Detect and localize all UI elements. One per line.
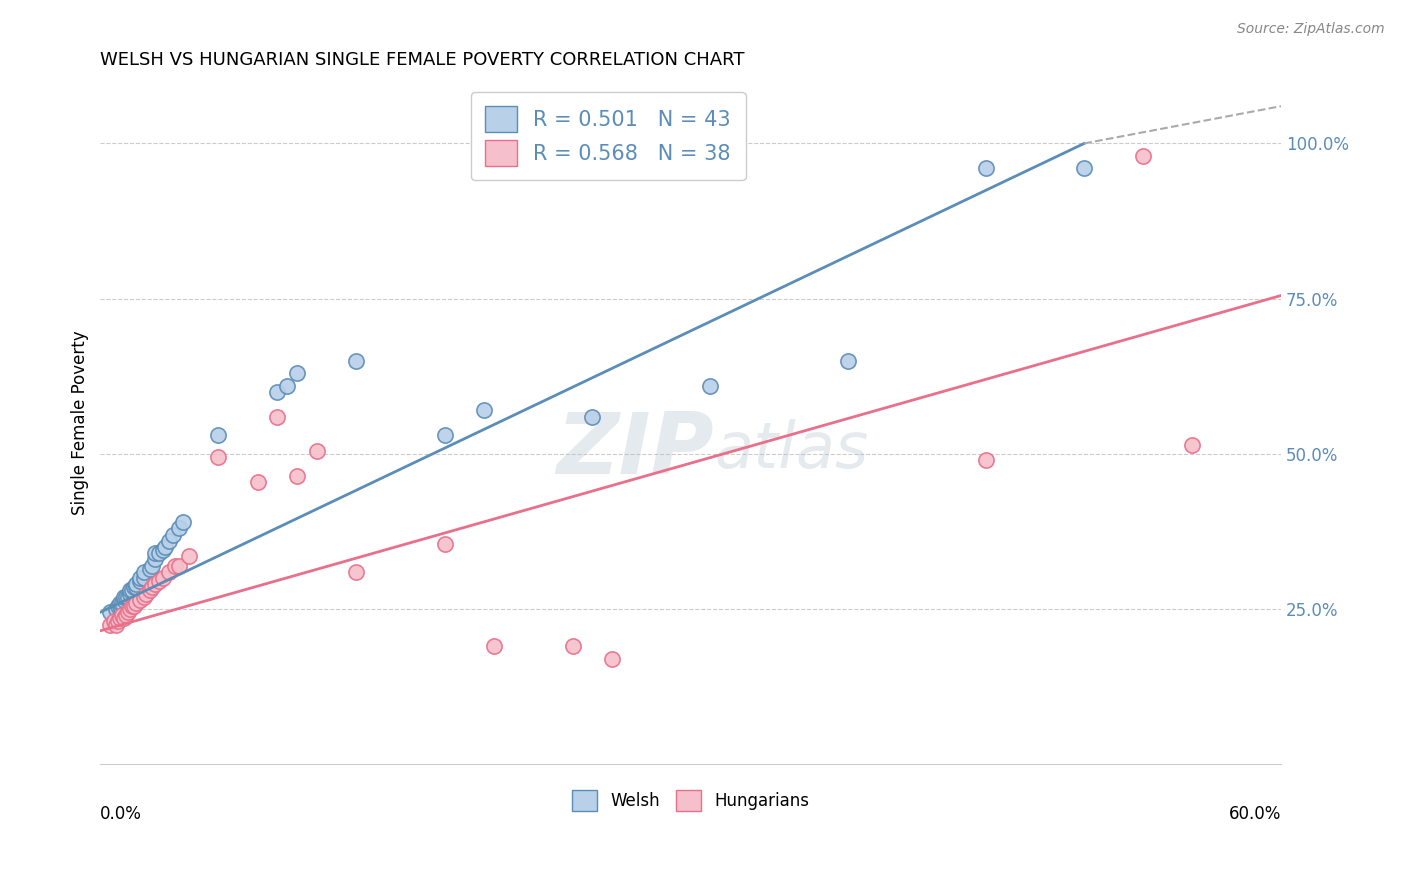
Point bbox=[98, 605, 121, 619]
Point bbox=[118, 586, 141, 600]
Point bbox=[285, 468, 308, 483]
Point bbox=[107, 615, 129, 629]
Point bbox=[482, 640, 505, 654]
Point bbox=[152, 571, 174, 585]
Point bbox=[128, 571, 150, 585]
Text: 60.0%: 60.0% bbox=[1229, 805, 1281, 823]
Point bbox=[433, 537, 456, 551]
Point bbox=[138, 562, 160, 576]
Point bbox=[105, 617, 128, 632]
Point bbox=[118, 583, 141, 598]
Point bbox=[246, 475, 269, 489]
Point bbox=[165, 558, 187, 573]
Point bbox=[128, 592, 150, 607]
Legend: Welsh, Hungarians: Welsh, Hungarians bbox=[565, 784, 817, 817]
Point bbox=[974, 453, 997, 467]
Point bbox=[285, 366, 308, 380]
Text: WELSH VS HUNGARIAN SINGLE FEMALE POVERTY CORRELATION CHART: WELSH VS HUNGARIAN SINGLE FEMALE POVERTY… bbox=[100, 51, 745, 69]
Point bbox=[111, 596, 134, 610]
Point bbox=[125, 580, 148, 594]
Point bbox=[1181, 437, 1204, 451]
Point bbox=[207, 428, 229, 442]
Point bbox=[148, 574, 170, 588]
Point bbox=[125, 596, 148, 610]
Point bbox=[155, 540, 177, 554]
Point bbox=[266, 409, 288, 424]
Point bbox=[699, 378, 721, 392]
Point bbox=[125, 577, 148, 591]
Point bbox=[305, 443, 328, 458]
Y-axis label: Single Female Poverty: Single Female Poverty bbox=[72, 331, 89, 515]
Point bbox=[141, 580, 163, 594]
Point bbox=[207, 450, 229, 464]
Point bbox=[145, 546, 167, 560]
Point bbox=[115, 590, 138, 604]
Point bbox=[138, 583, 160, 598]
Point bbox=[1132, 149, 1154, 163]
Point bbox=[118, 602, 141, 616]
Point bbox=[115, 608, 138, 623]
Point bbox=[111, 608, 134, 623]
Point bbox=[145, 577, 167, 591]
Point bbox=[344, 565, 367, 579]
Point bbox=[148, 546, 170, 560]
Point bbox=[974, 161, 997, 176]
Point bbox=[105, 602, 128, 616]
Point bbox=[121, 599, 143, 613]
Text: ZIP: ZIP bbox=[557, 409, 714, 491]
Point bbox=[561, 640, 583, 654]
Point bbox=[112, 611, 135, 625]
Point bbox=[581, 409, 603, 424]
Point bbox=[107, 599, 129, 613]
Point bbox=[132, 565, 155, 579]
Point bbox=[108, 599, 131, 613]
Point bbox=[177, 549, 200, 564]
Point bbox=[112, 592, 135, 607]
Point bbox=[157, 533, 180, 548]
Point bbox=[433, 428, 456, 442]
Point bbox=[122, 580, 145, 594]
Point bbox=[162, 527, 184, 541]
Point bbox=[167, 558, 190, 573]
Point bbox=[152, 543, 174, 558]
Point bbox=[172, 515, 194, 529]
Point bbox=[837, 353, 859, 368]
Point bbox=[167, 521, 190, 535]
Point bbox=[132, 590, 155, 604]
Point bbox=[112, 590, 135, 604]
Text: 0.0%: 0.0% bbox=[100, 805, 142, 823]
Point bbox=[344, 353, 367, 368]
Point bbox=[103, 615, 125, 629]
Point bbox=[141, 558, 163, 573]
Point bbox=[121, 583, 143, 598]
Point bbox=[276, 378, 298, 392]
Point bbox=[135, 586, 157, 600]
Text: Source: ZipAtlas.com: Source: ZipAtlas.com bbox=[1237, 22, 1385, 37]
Point bbox=[117, 590, 139, 604]
Point bbox=[108, 611, 131, 625]
Point bbox=[117, 605, 139, 619]
Point bbox=[122, 599, 145, 613]
Point bbox=[1073, 161, 1095, 176]
Point bbox=[108, 596, 131, 610]
Point bbox=[472, 403, 495, 417]
Point bbox=[600, 651, 623, 665]
Point bbox=[266, 384, 288, 399]
Point bbox=[157, 565, 180, 579]
Point bbox=[128, 574, 150, 588]
Point bbox=[98, 617, 121, 632]
Point bbox=[132, 571, 155, 585]
Text: atlas: atlas bbox=[714, 419, 869, 481]
Point bbox=[145, 552, 167, 566]
